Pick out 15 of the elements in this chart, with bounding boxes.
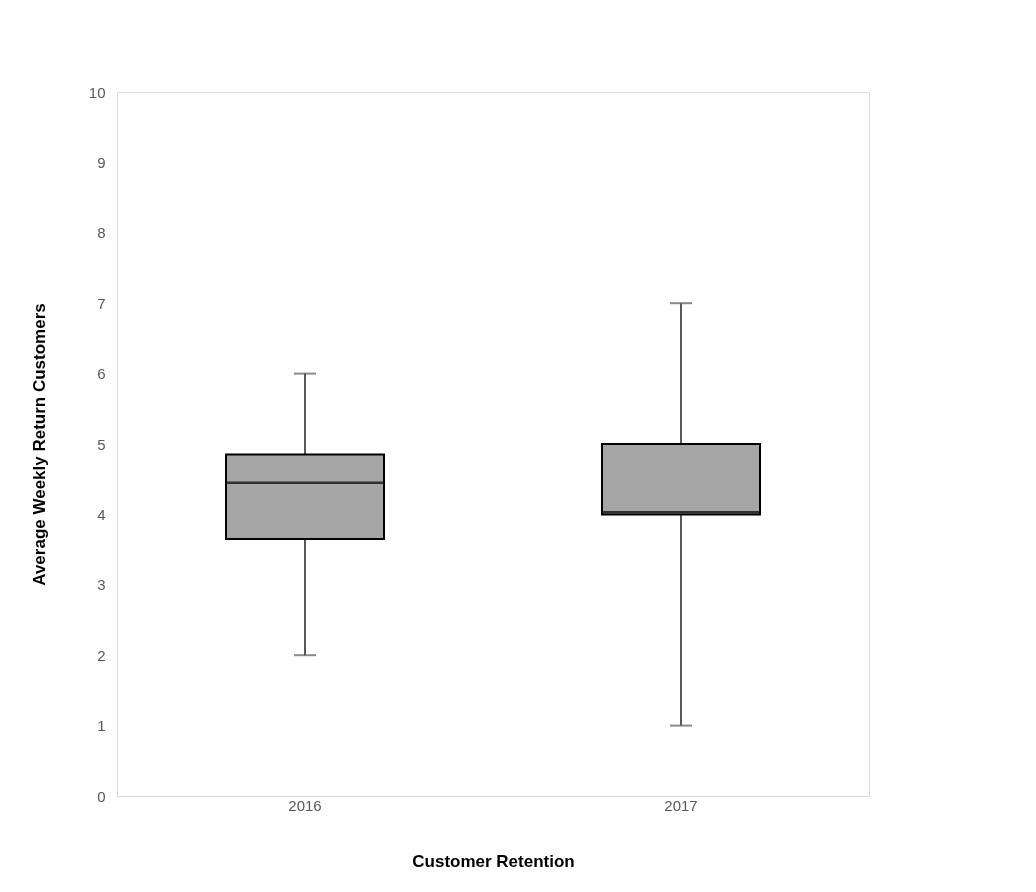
y-tick-label: 7 <box>97 294 106 312</box>
x-tick-label: 2016 <box>288 796 322 814</box>
y-axis-title: Average Weekly Return Customers <box>29 303 49 586</box>
y-tick-label: 5 <box>97 435 106 453</box>
y-tick-label: 6 <box>97 365 106 383</box>
y-tick-label: 9 <box>97 153 106 171</box>
x-tick-label: 2017 <box>664 796 698 814</box>
y-tick-label: 4 <box>97 505 106 523</box>
y-tick-label: 2 <box>97 646 106 664</box>
y-tick-label: 8 <box>97 224 106 242</box>
y-tick-label: 10 <box>88 83 106 101</box>
y-tick-label: 1 <box>97 717 106 735</box>
x-axis-title: Customer Retention <box>412 851 575 871</box>
y-tick-label: 3 <box>97 576 106 594</box>
y-tick-label: 0 <box>97 787 106 805</box>
